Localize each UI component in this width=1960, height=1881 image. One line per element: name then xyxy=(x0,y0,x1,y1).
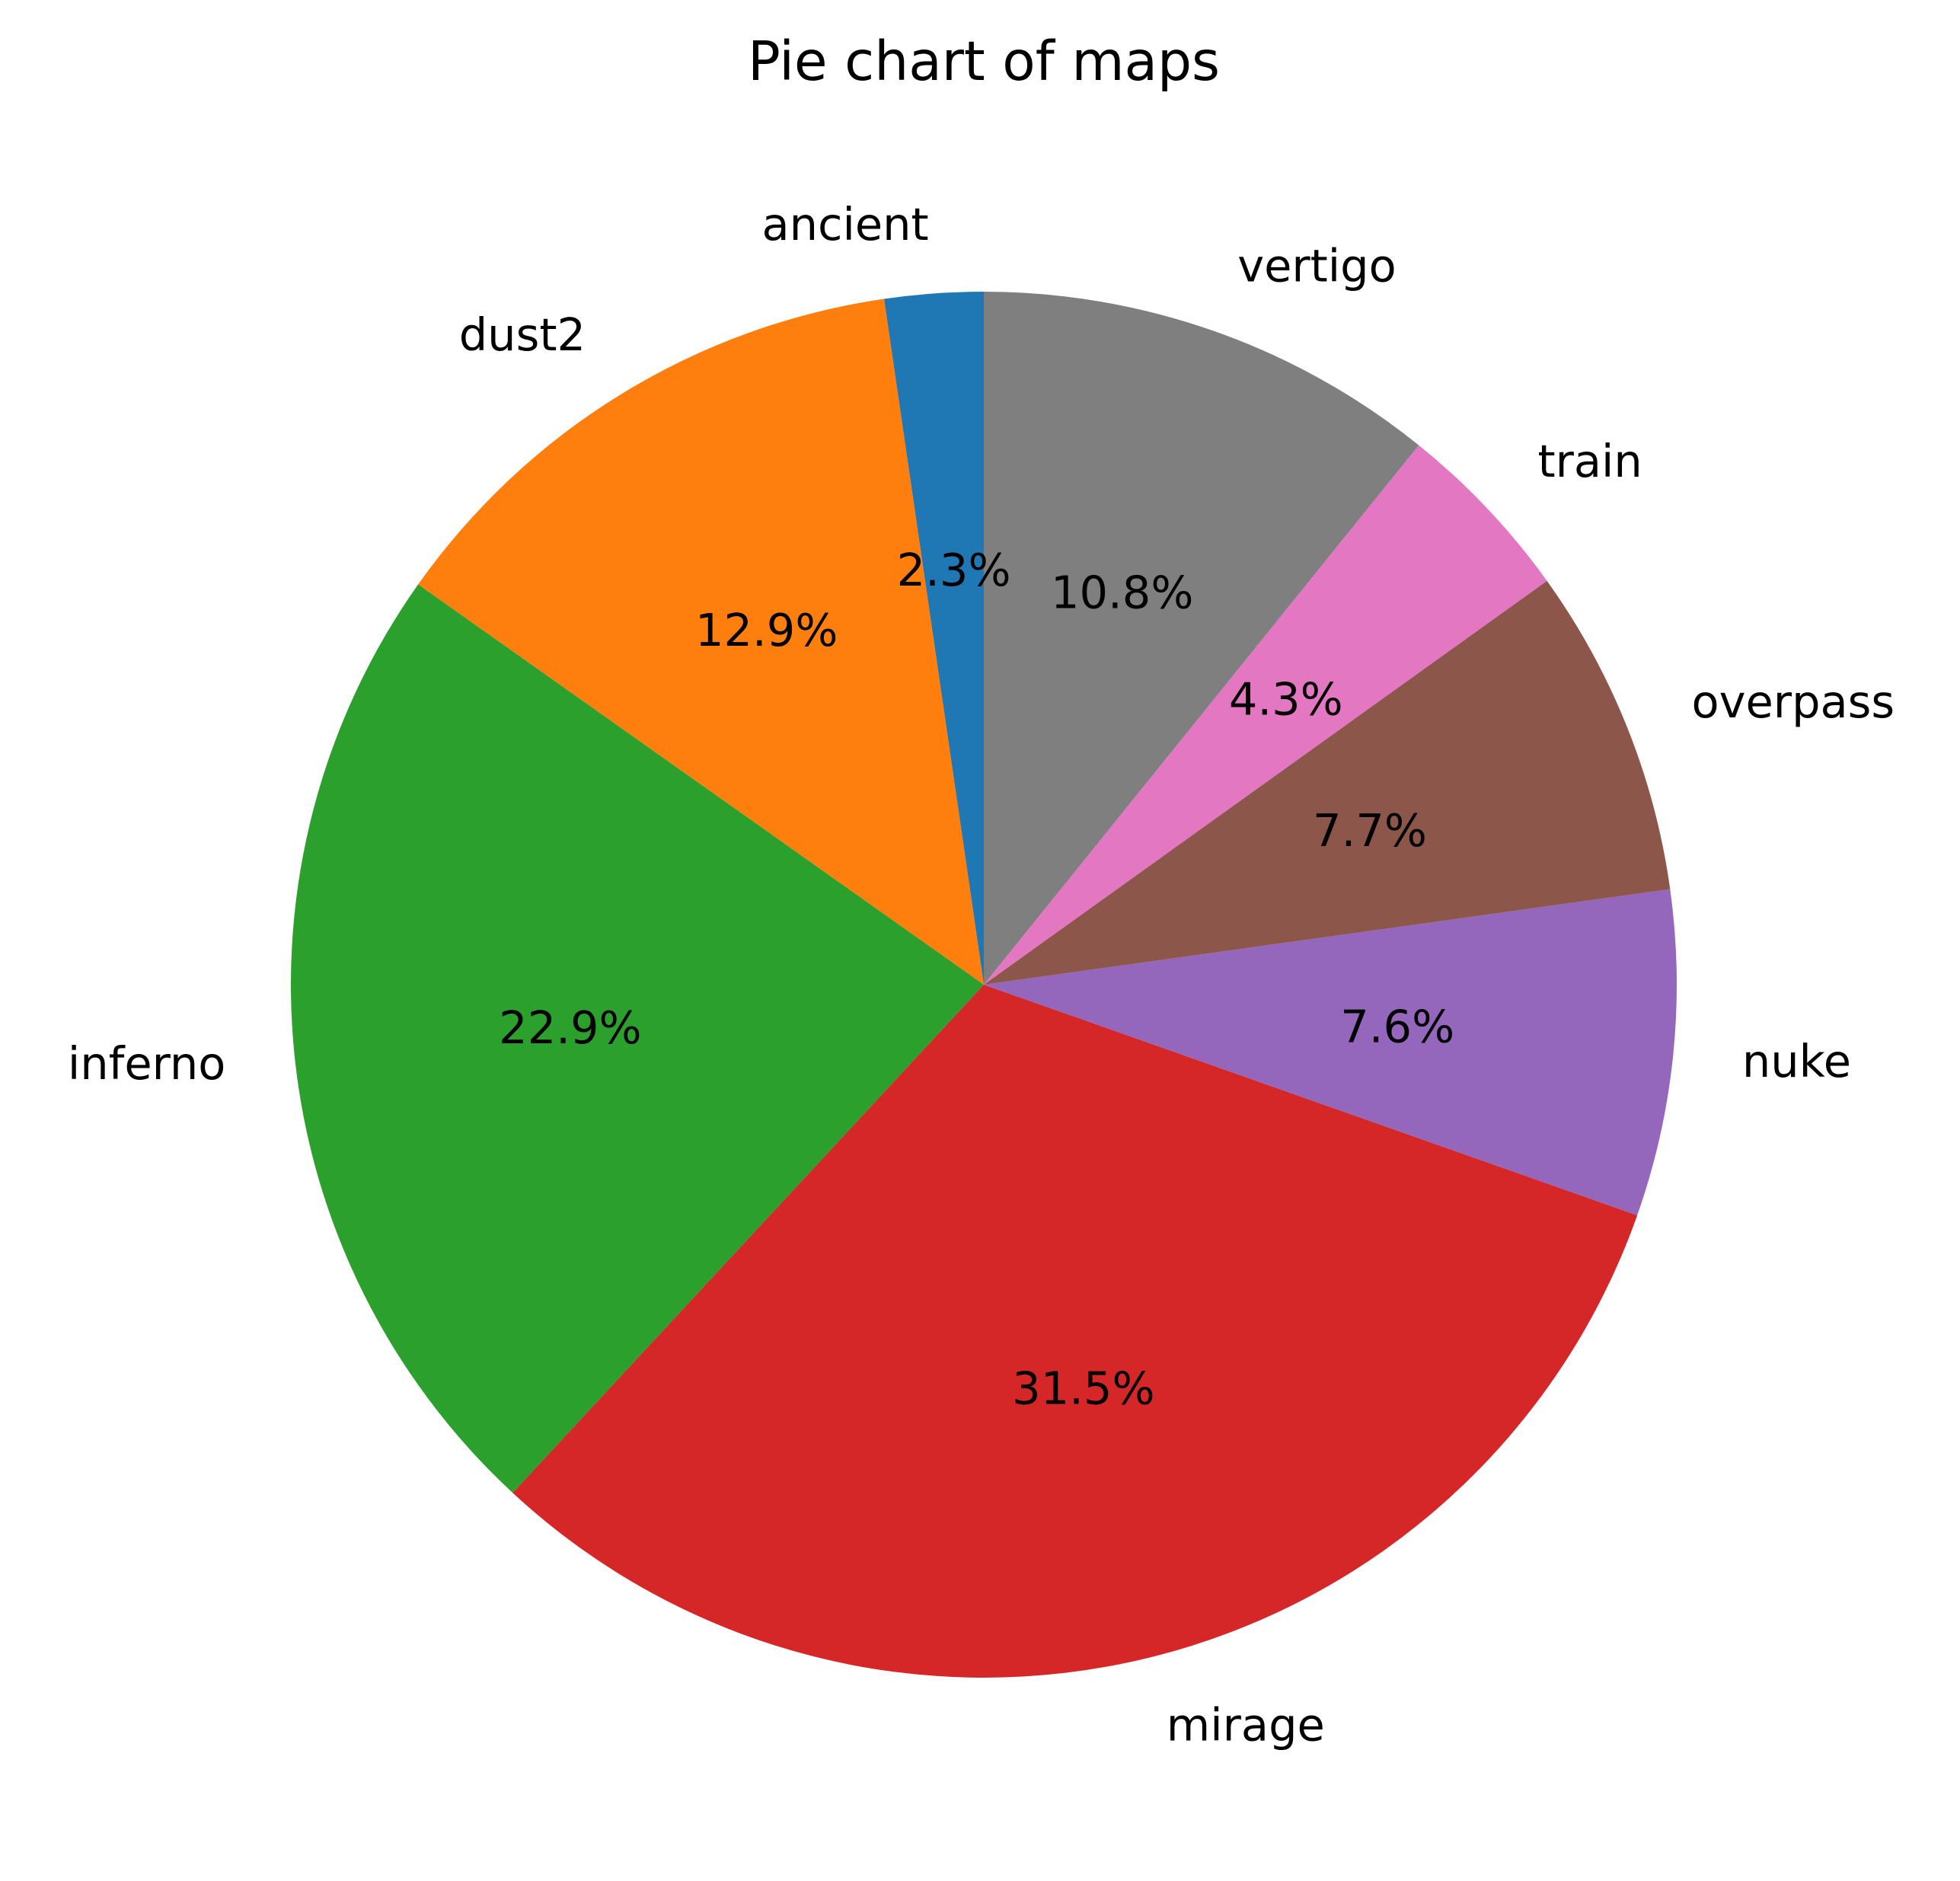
pie-slice-vertigo xyxy=(984,292,1419,985)
pie-slice-label-mirage: mirage xyxy=(1167,1698,1325,1751)
pie-percent-label-overpass: 7.7% xyxy=(1313,804,1427,857)
pie-slice-label-train: train xyxy=(1538,435,1642,487)
chart-title: Pie chart of maps xyxy=(748,30,1220,93)
pie-slice-label-vertigo: vertigo xyxy=(1237,240,1397,292)
pie-slice-label-nuke: nuke xyxy=(1742,1035,1851,1087)
pie-percent-label-inferno: 22.9% xyxy=(499,1001,641,1054)
pie-percent-label-ancient: 2.3% xyxy=(897,544,1011,596)
pie-percent-labels: 2.3% 12.9% 22.9% 31.5% 7.6% 7.7% 4.3% 10.8% xyxy=(499,544,1454,1415)
pie-percent-label-nuke: 7.6% xyxy=(1340,1000,1454,1052)
pie-slice-label-inferno: inferno xyxy=(68,1037,226,1090)
pie-slice-train xyxy=(984,445,1547,985)
pie-slice-label-ancient: ancient xyxy=(761,198,928,251)
pie-slice-dust2 xyxy=(418,299,984,985)
pie-slice-label-dust2: dust2 xyxy=(459,308,586,361)
pie-slice-label-overpass: overpass xyxy=(1692,675,1895,728)
pie-slice-mirage xyxy=(512,985,1638,1678)
pie-slice-overpass xyxy=(984,580,1671,985)
pie-slice-inferno xyxy=(290,584,984,1493)
pie-percent-label-mirage: 31.5% xyxy=(1012,1362,1154,1415)
pie-slices xyxy=(290,292,1677,1678)
pie-percent-label-train: 4.3% xyxy=(1229,673,1343,726)
pie-percent-label-dust2: 12.9% xyxy=(695,604,838,656)
pie-percent-label-vertigo: 10.8% xyxy=(1051,567,1193,619)
pie-slice-labels: ancient dust2 inferno mirage nuke overpass tra… xyxy=(68,198,1895,1751)
pie-slice-nuke xyxy=(984,889,1677,1215)
pie-slice-ancient xyxy=(883,292,984,985)
